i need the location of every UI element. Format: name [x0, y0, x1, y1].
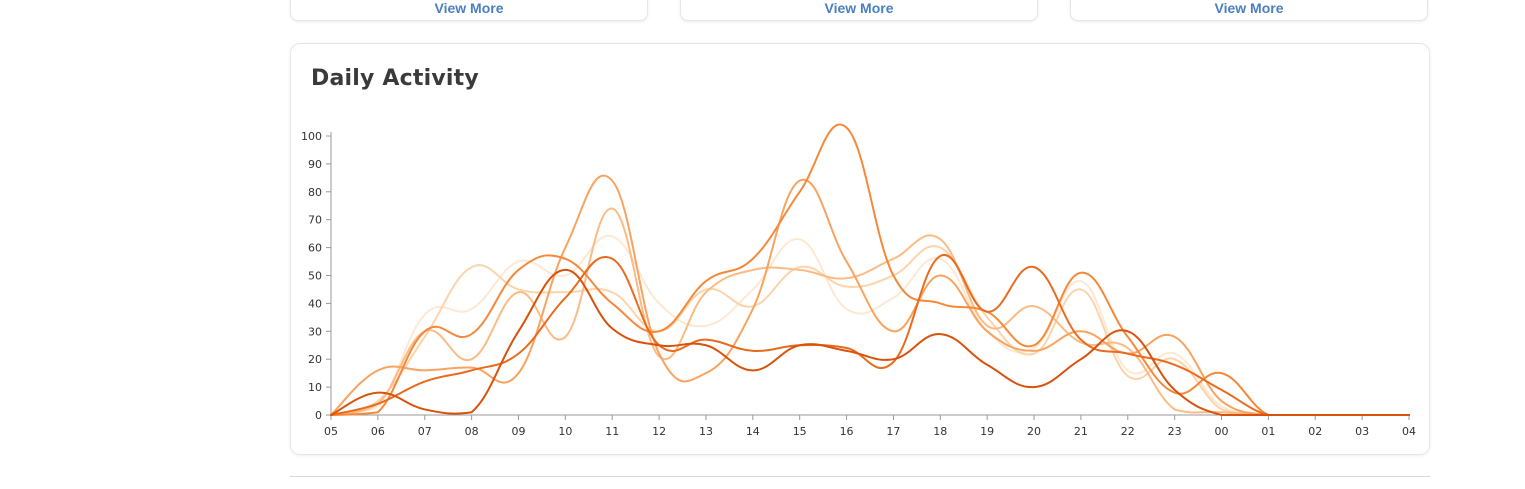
y-tick-label-7: 70 — [308, 214, 322, 227]
x-tick-label-19: 00 — [1215, 425, 1229, 438]
x-tick-label-13: 18 — [933, 425, 947, 438]
x-tick-label-10: 15 — [793, 425, 807, 438]
y-tick-label-10: 100 — [301, 130, 322, 143]
view-more-link-2[interactable]: View More — [824, 0, 894, 16]
x-tick-label-20: 01 — [1261, 425, 1275, 438]
x-tick-label-0: 05 — [324, 425, 338, 438]
series-line-5 — [330, 123, 1410, 416]
x-tick-label-2: 07 — [418, 425, 432, 438]
x-tick-label-17: 22 — [1121, 425, 1135, 438]
x-tick-label-4: 09 — [511, 425, 525, 438]
x-tick-label-11: 16 — [840, 425, 854, 438]
series-line-6 — [330, 253, 1410, 416]
series-line-7 — [330, 268, 1410, 416]
x-tick-label-12: 17 — [886, 425, 900, 438]
y-tick-label-1: 10 — [308, 381, 322, 394]
x-tick-label-6: 11 — [605, 425, 619, 438]
series-line-3 — [330, 207, 1410, 416]
x-tick-label-18: 23 — [1168, 425, 1182, 438]
panel-title: Daily Activity — [311, 66, 479, 91]
y-tick-label-2: 20 — [308, 353, 322, 366]
x-tick-label-23: 04 — [1402, 425, 1416, 438]
x-tick-label-8: 13 — [699, 425, 713, 438]
view-more-link-1[interactable]: View More — [434, 0, 504, 16]
x-tick-label-7: 12 — [652, 425, 666, 438]
summary-card-3: View More — [1070, 0, 1428, 21]
daily-activity-panel: Daily Activity 0 10 20 30 40 50 60 70 80 90 100 05 0… — [290, 43, 1430, 455]
x-tick-label-22: 03 — [1355, 425, 1369, 438]
y-tick-label-9: 90 — [308, 158, 322, 171]
series-line-2 — [330, 245, 1410, 416]
x-tick-label-9: 14 — [746, 425, 760, 438]
section-divider — [290, 476, 1430, 477]
x-tick-label-21: 02 — [1308, 425, 1322, 438]
y-tick-label-8: 80 — [308, 186, 322, 199]
summary-card-1: View More — [290, 0, 648, 21]
x-tick-label-1: 06 — [371, 425, 385, 438]
x-tick-label-14: 19 — [980, 425, 994, 438]
y-tick-label-5: 50 — [308, 270, 322, 283]
y-tick-label-4: 40 — [308, 297, 322, 310]
x-tick-label-3: 08 — [465, 425, 479, 438]
x-tick-label-15: 20 — [1027, 425, 1041, 438]
x-tick-label-5: 10 — [558, 425, 572, 438]
x-tick-label-16: 21 — [1074, 425, 1088, 438]
summary-card-2: View More — [680, 0, 1038, 21]
series-line-1 — [330, 235, 1410, 416]
y-tick-label-6: 60 — [308, 242, 322, 255]
view-more-link-3[interactable]: View More — [1214, 0, 1284, 16]
y-tick-label-0: 0 — [315, 409, 322, 422]
y-tick-label-3: 30 — [308, 325, 322, 338]
